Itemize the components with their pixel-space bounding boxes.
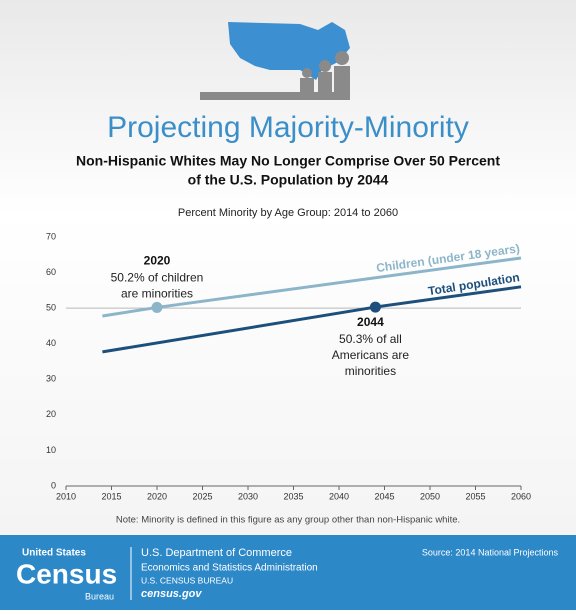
annotation-text: Americans are [332, 348, 410, 362]
y-tick-label: 70 [46, 231, 56, 241]
x-tick-label: 2040 [329, 491, 349, 501]
footer [0, 535, 576, 610]
logo-main: Census [16, 558, 117, 589]
x-tick-label: 2015 [101, 491, 121, 501]
x-tick-label: 2055 [465, 491, 485, 501]
annotation-text: 50.2% of children [111, 271, 204, 285]
y-tick-label: 50 [46, 303, 56, 313]
title: Projecting Majority-Minority [107, 111, 469, 144]
x-tick-label: 2035 [283, 491, 303, 501]
annotation-year: 2020 [144, 254, 171, 268]
x-tick-label: 2060 [511, 491, 531, 501]
note: Note: Minority is defined in this figure… [116, 515, 460, 526]
x-tick-label: 2050 [420, 491, 440, 501]
x-tick-label: 2030 [238, 491, 258, 501]
background [0, 0, 576, 535]
y-tick-label: 0 [51, 480, 56, 490]
x-tick-label: 2020 [147, 491, 167, 501]
annotation-point [369, 301, 381, 313]
y-tick-label: 40 [46, 338, 56, 348]
y-tick-label: 60 [46, 267, 56, 277]
logo-top: United States [22, 548, 86, 559]
annotation-text: 50.3% of all [339, 332, 402, 346]
y-tick-label: 30 [46, 374, 56, 384]
administration: Economics and Statistics Administration [141, 563, 318, 574]
x-tick-label: 2045 [374, 491, 394, 501]
map-icon [200, 22, 350, 100]
department: U.S. Department of Commerce [141, 547, 292, 559]
annotation-point [151, 301, 163, 313]
y-tick-label: 20 [46, 409, 56, 419]
subtitle: Non-Hispanic Whites May No Longer Compri… [76, 153, 500, 169]
source: Source: 2014 National Projections [422, 547, 559, 557]
x-tick-label: 2010 [56, 491, 76, 501]
bureau: U.S. CENSUS BUREAU [141, 575, 233, 585]
website[interactable]: census.gov [141, 588, 202, 600]
annotation-text: are minorities [121, 287, 193, 301]
y-tick-label: 10 [46, 445, 56, 455]
annotation-text: minorities [345, 364, 396, 378]
annotation-year: 2044 [357, 315, 384, 329]
x-tick-label: 2025 [192, 491, 212, 501]
logo-bottom: Bureau [85, 591, 114, 601]
subtitle: of the U.S. Population by 2044 [188, 172, 389, 188]
chart-title: Percent Minority by Age Group: 2014 to 2… [178, 207, 398, 219]
